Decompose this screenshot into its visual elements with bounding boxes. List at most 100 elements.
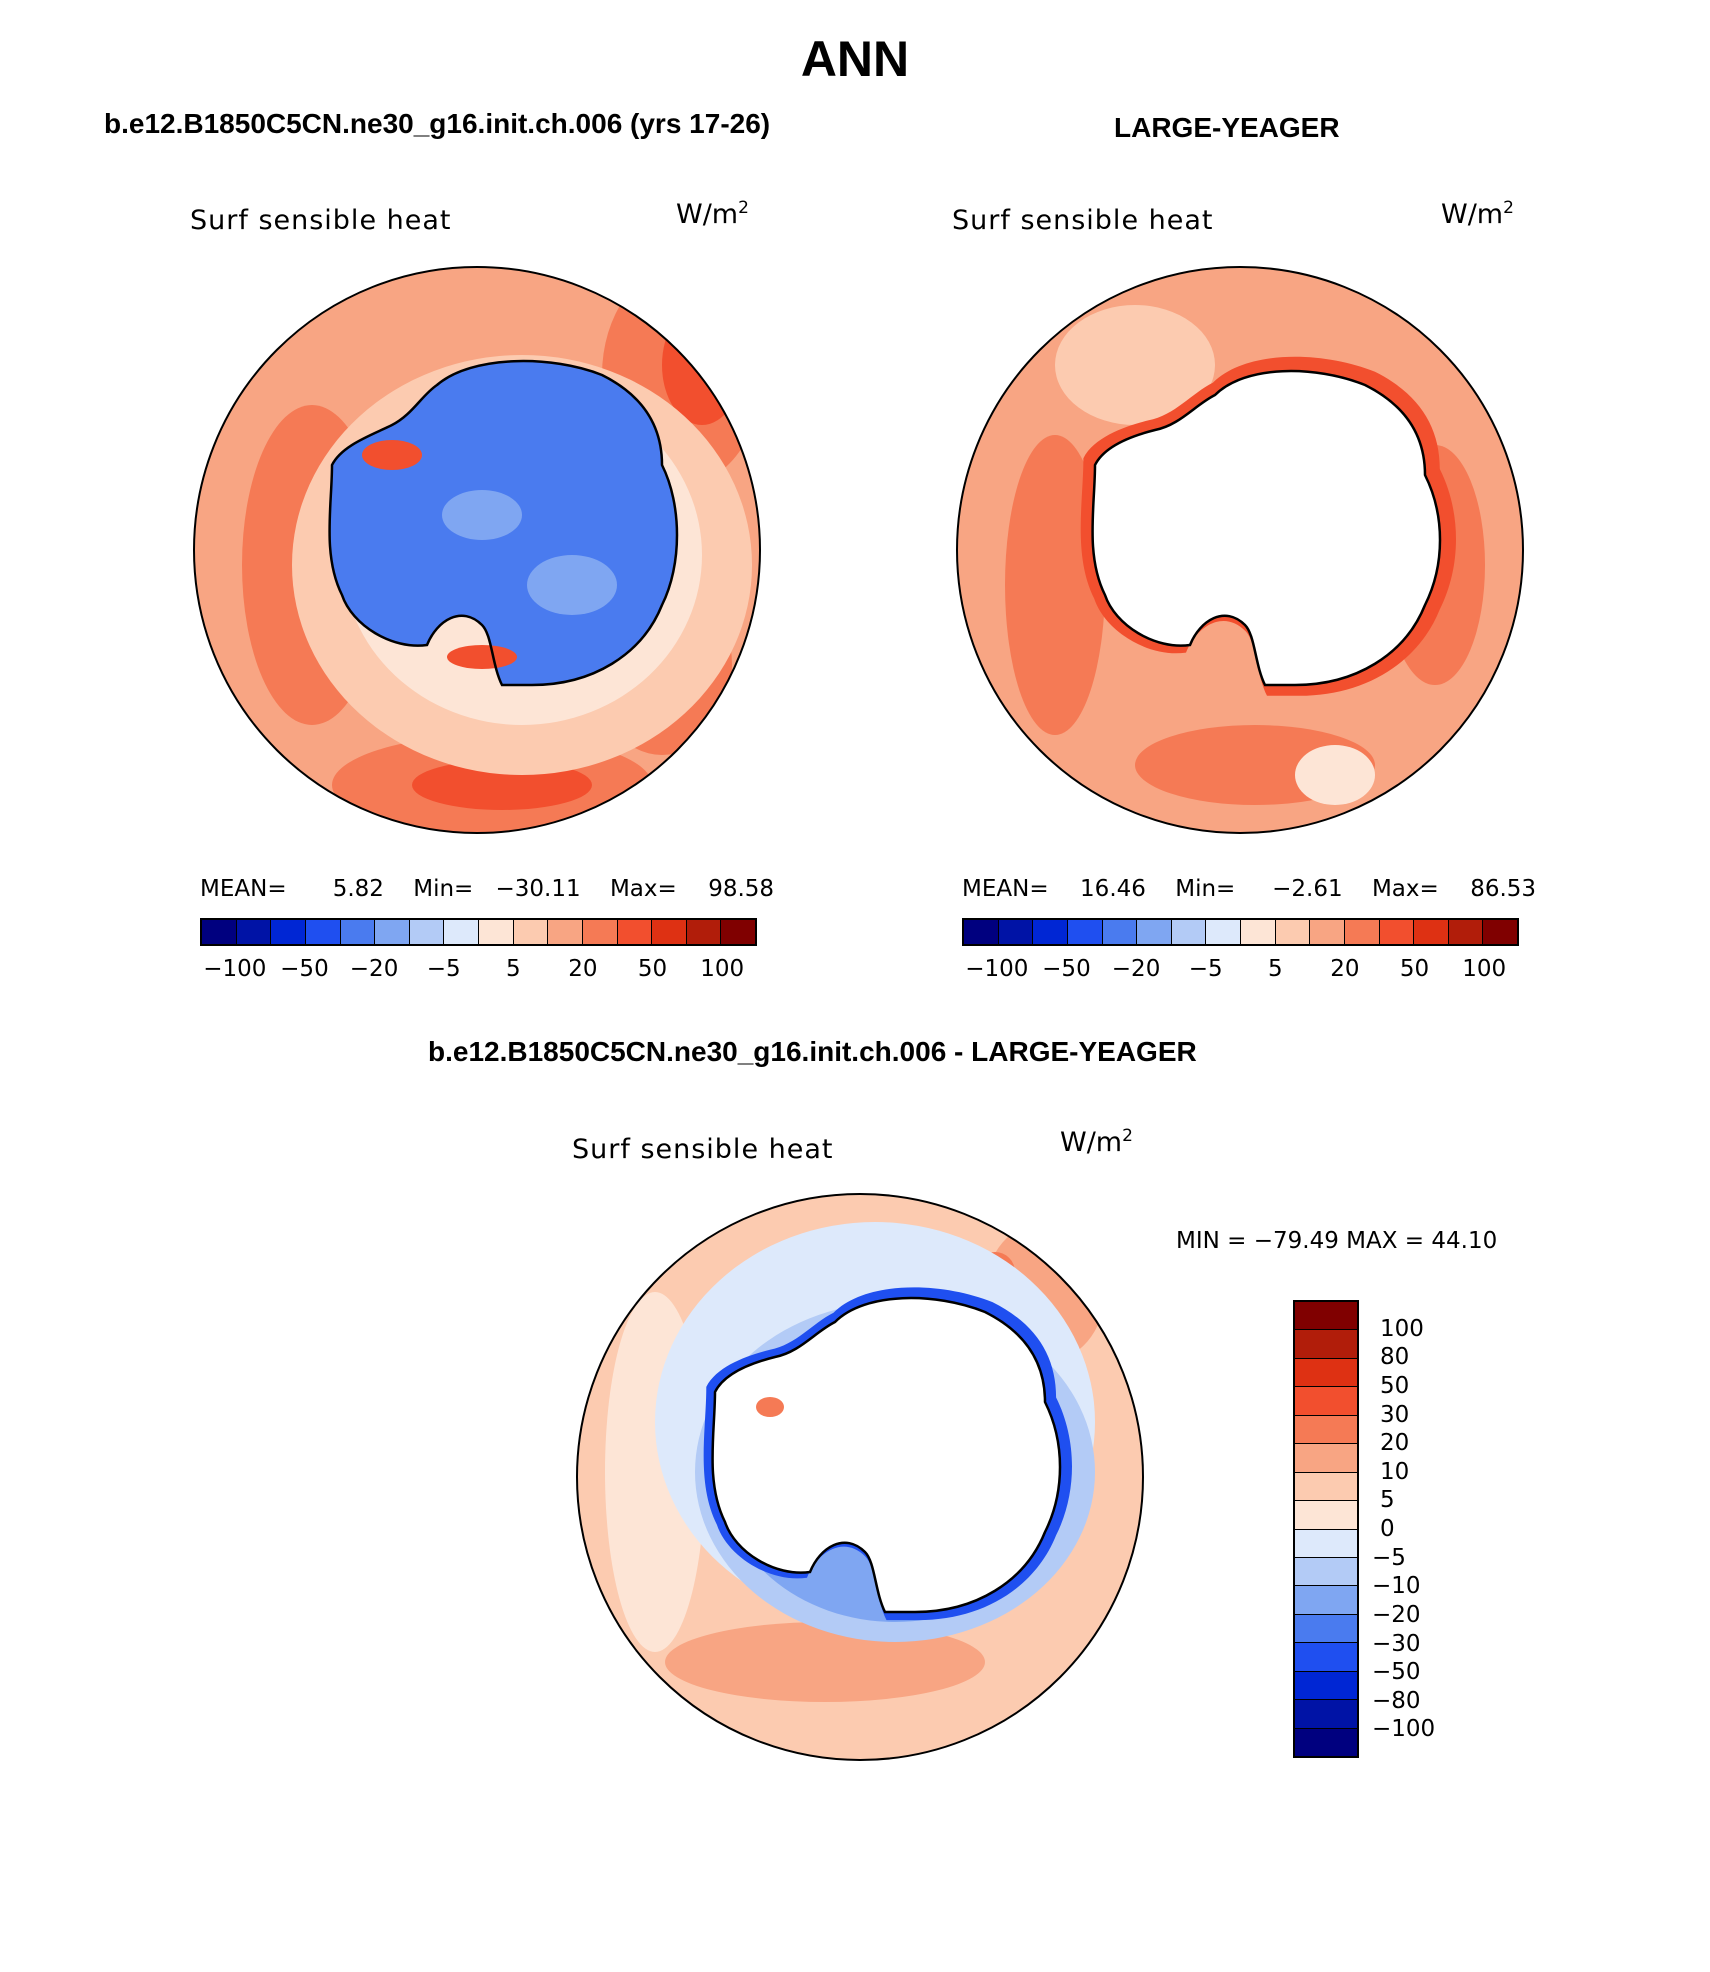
panel2-min-label: Min=: [1175, 876, 1236, 902]
colorbar-swatch: [582, 920, 618, 944]
colorbar-swatch: [1295, 1643, 1357, 1672]
panel3-units: W/m2: [1060, 1126, 1133, 1158]
panel2-stats: MEAN= 16.46 Min= −2.61 Max= 86.53: [962, 876, 1536, 902]
colorbar-swatch: [513, 920, 549, 944]
panel1-subtitle: b.e12.B1850C5CN.ne30_g16.init.ch.006 (yr…: [104, 108, 771, 139]
colorbar-swatch: [617, 920, 653, 944]
panel2-min-value: −2.61: [1272, 876, 1343, 902]
colorbar-swatch: [548, 920, 583, 944]
colorbar-swatch: [1295, 1501, 1357, 1530]
colorbar-swatch: [1295, 1671, 1357, 1701]
colorbar-swatch: [340, 920, 376, 944]
panel1-max-value: 98.58: [708, 876, 775, 902]
panel1-mean-label: MEAN=: [200, 876, 287, 902]
colorbar-swatch: [721, 920, 755, 944]
colorbar-swatch: [1295, 1472, 1357, 1502]
colorbar-tick-label: −20: [1372, 1601, 1421, 1628]
panel2-mean-label: MEAN=: [962, 876, 1049, 902]
panel1-land-light-2: [527, 555, 617, 615]
colorbar-swatch: [444, 920, 479, 944]
colorbar-swatch: [1295, 1614, 1357, 1644]
colorbar-swatch: [1414, 920, 1449, 944]
colorbar-swatch: [1295, 1330, 1357, 1359]
colorbar-swatch: [1448, 920, 1484, 944]
colorbar-swatch: [1295, 1700, 1357, 1729]
colorbar-swatch: [1295, 1586, 1357, 1615]
panel2-variable-label: Surf sensible heat: [952, 205, 1214, 236]
colorbar-tick-label: 20: [1330, 956, 1360, 982]
panel2-map-border: [956, 266, 1524, 834]
panel2-max-value: 86.53: [1470, 876, 1537, 902]
colorbar-swatch: [1137, 920, 1172, 944]
panel2-colorbar-ticks: −100 −50 −20 −5 5 20 50 100: [962, 956, 1519, 986]
panel1-min-label: Min=: [413, 876, 474, 902]
colorbar-swatch: [1295, 1302, 1357, 1331]
colorbar-swatch: [1295, 1529, 1357, 1558]
colorbar-tick-label: 100: [1380, 1315, 1424, 1342]
panel1-stats: MEAN= 5.82 Min= −30.11 Max= 98.58: [200, 876, 774, 902]
colorbar-swatch: [964, 920, 999, 944]
panel2-colorbar: [962, 918, 1519, 946]
panel1-mean-value: 5.82: [332, 876, 384, 902]
colorbar-swatch: [1295, 1444, 1357, 1473]
colorbar-swatch: [1241, 920, 1276, 944]
panel2-coastline: [1091, 369, 1442, 687]
colorbar-tick-label: −100: [965, 956, 1029, 982]
colorbar-swatch: [1206, 920, 1241, 944]
panel2-antarctica: [1092, 371, 1440, 685]
colorbar-swatch: [1295, 1387, 1357, 1416]
panel3-antarctica: [712, 1298, 1060, 1612]
panel3-variable-label: Surf sensible heat: [572, 1134, 834, 1165]
panel1-units: W/m2: [676, 198, 749, 230]
colorbar-tick-label: −80: [1372, 1687, 1421, 1714]
colorbar-tick-label: 80: [1380, 1344, 1410, 1371]
colorbar-swatch: [202, 920, 237, 944]
panel3-coastline: [711, 1296, 1062, 1614]
panel1-hotspot-1: [362, 440, 422, 470]
panel2-field-warm-west: [1005, 435, 1105, 735]
colorbar-swatch: [1067, 920, 1103, 944]
colorbar-swatch: [1295, 1557, 1357, 1587]
colorbar-tick-label: −20: [349, 956, 399, 982]
colorbar-tick-label: −50: [1042, 956, 1091, 982]
colorbar-tick-label: 20: [568, 956, 598, 982]
panel3-colorbar-ticks: 100 80 50 30 20 10 5 0 −5 −10 −20 −30 −50 −80 −100: [1372, 1300, 1492, 1758]
colorbar-tick-label: −100: [203, 956, 267, 982]
colorbar-swatch: [1379, 920, 1415, 944]
panel1-variable-label: Surf sensible heat: [190, 205, 452, 236]
colorbar-tick-label: −5: [1372, 1544, 1406, 1571]
panel2-units: W/m2: [1441, 198, 1514, 230]
panel3-minmax: MIN = −79.49 MAX = 44.10: [1176, 1228, 1498, 1254]
colorbar-swatch: [1295, 1415, 1357, 1445]
colorbar-tick-label: 100: [700, 956, 745, 982]
colorbar-tick-label: −30: [1372, 1630, 1421, 1657]
colorbar-tick-label: 5: [505, 956, 521, 982]
colorbar-swatch: [375, 920, 410, 944]
panel2-subtitle: LARGE-YEAGER: [1114, 112, 1340, 143]
panel1-land-light-1: [442, 490, 522, 540]
panel1-coastline: [328, 359, 679, 687]
colorbar-tick-label: 30: [1380, 1401, 1410, 1428]
colorbar-swatch: [652, 920, 687, 944]
panel3-field-warm-south: [665, 1622, 985, 1702]
panel1-field-hot-ne: [662, 305, 742, 425]
panel1-colorbar-ticks: −100 −50 −20 −5 5 20 50 100: [200, 956, 757, 986]
colorbar-swatch: [305, 920, 341, 944]
colorbar-tick-label: 5: [1267, 956, 1283, 982]
colorbar-tick-label: −20: [1111, 956, 1161, 982]
colorbar-swatch: [686, 920, 722, 944]
colorbar-swatch: [1102, 920, 1138, 944]
colorbar-swatch: [1295, 1358, 1357, 1388]
colorbar-tick-label: 50: [637, 956, 668, 982]
colorbar-tick-label: −5: [1188, 956, 1223, 982]
colorbar-tick-label: −50: [1372, 1659, 1421, 1686]
panel1-max-label: Max=: [609, 876, 677, 902]
panel2-field-light-s: [1295, 745, 1375, 805]
panel3-hotspot-peninsula: [756, 1397, 784, 1417]
colorbar-swatch: [1344, 920, 1380, 944]
panel3-map: [576, 1193, 1144, 1761]
panel1-map: [193, 266, 761, 834]
panel3-map-border: [576, 1193, 1144, 1761]
colorbar-swatch: [409, 920, 445, 944]
colorbar-swatch: [1310, 920, 1345, 944]
